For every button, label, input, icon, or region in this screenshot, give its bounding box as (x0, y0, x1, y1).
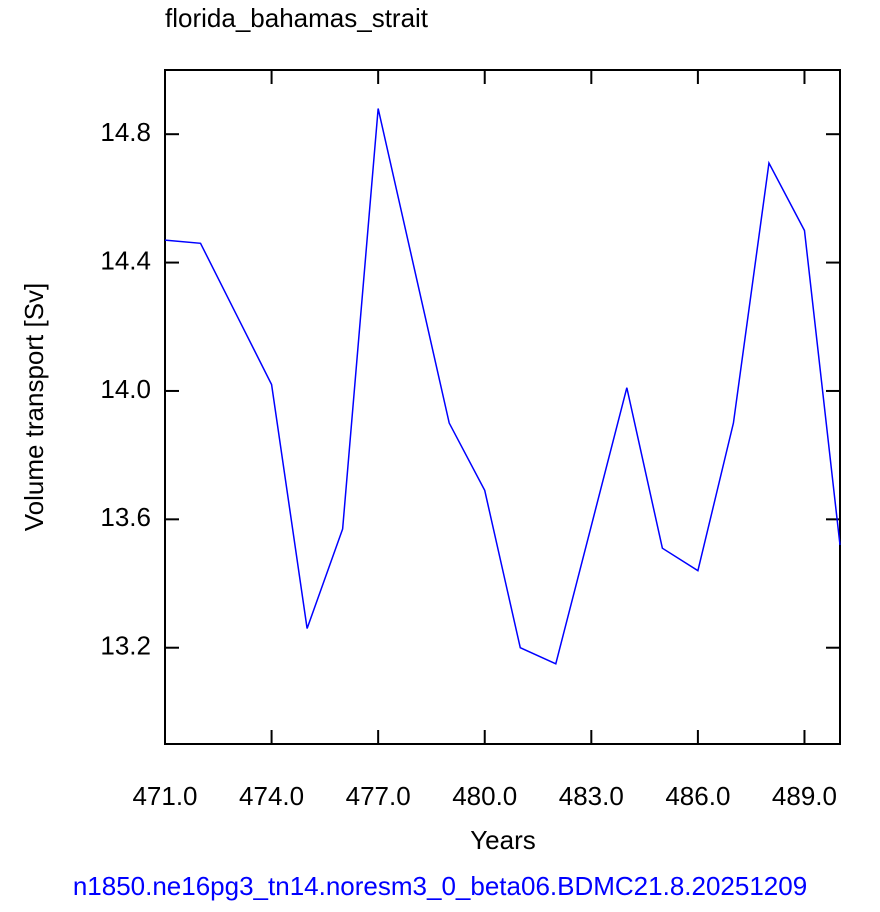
x-tick-label: 480.0 (452, 781, 517, 811)
footer: n1850.ne16pg3_tn14.noresm3_0_beta06.BDMC… (73, 871, 807, 901)
y-tick-label: 14.0 (100, 374, 151, 404)
y-tick-label: 13.6 (100, 502, 151, 532)
x-tick-label: 486.0 (665, 781, 730, 811)
x-tick-label: 474.0 (239, 781, 304, 811)
data-line (164, 108, 841, 665)
x-tick-label: 471.0 (132, 781, 197, 811)
y-axis-label: Volume transport [Sv] (19, 283, 49, 532)
y-tick-label: 14.8 (100, 117, 151, 147)
x-axis-label: Years (470, 825, 536, 855)
x-tick-label: 477.0 (346, 781, 411, 811)
x-tick-label: 483.0 (559, 781, 624, 811)
y-tick-label: 13.2 (100, 631, 151, 661)
chart-title: florida_bahamas_strait (165, 3, 429, 33)
x-tick-label: 489.0 (772, 781, 837, 811)
plot-frame (164, 69, 841, 745)
y-tick-label: 14.4 (100, 245, 151, 275)
